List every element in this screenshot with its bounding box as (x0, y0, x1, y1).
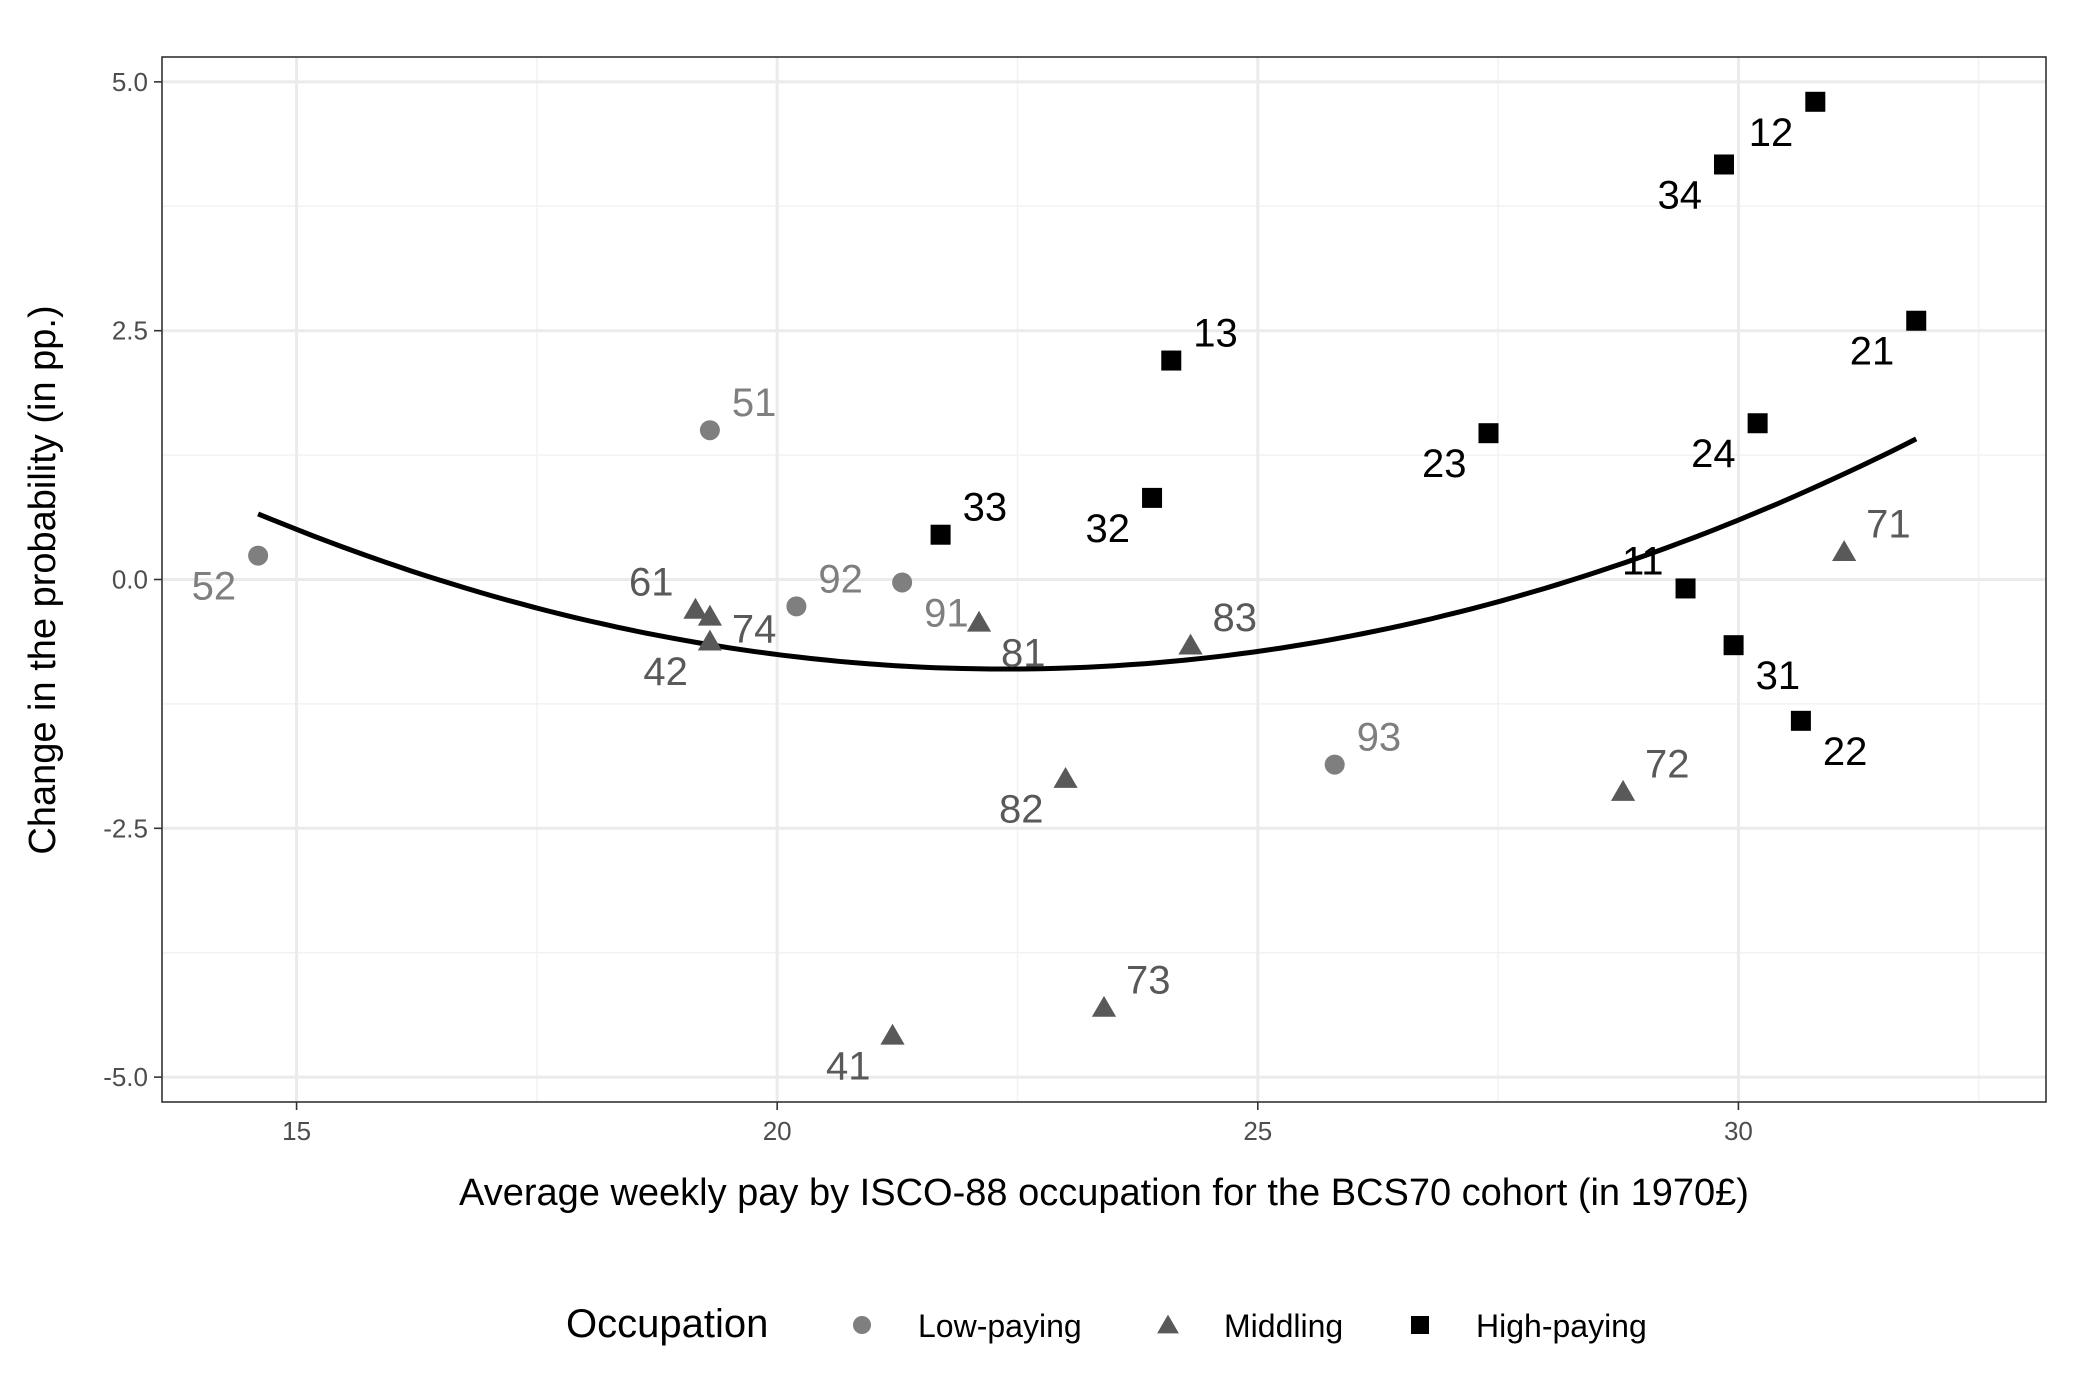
data-point-11 (1675, 578, 1696, 599)
point-label-51: 51 (732, 381, 777, 425)
x-axis-title: Average weekly pay by ISCO-88 occupation… (459, 1172, 1749, 1214)
x-axis: 15 20 25 30 (282, 1102, 1753, 1146)
data-point-72 (1610, 779, 1636, 801)
labels-layer: 52 51 92 91 93 61 74 42 41 81 82 73 83 72 71 33 32 13 23 11… (192, 111, 1911, 1089)
y-tick-label: 2.5 (112, 316, 148, 346)
data-point-32 (1142, 487, 1163, 508)
data-point-82 (1053, 766, 1078, 788)
points-layer (248, 91, 1927, 1045)
point-label-31: 31 (1756, 654, 1801, 698)
point-label-82: 82 (999, 788, 1044, 832)
x-tick-label: 15 (282, 1116, 311, 1146)
fit-layer (257, 436, 1918, 672)
data-point-83 (1178, 633, 1203, 655)
y-axis-title: Change in the probability (in pp.) (22, 305, 64, 854)
data-point-34 (1713, 154, 1734, 175)
data-point-33 (930, 524, 951, 545)
legend-key-square (1411, 1316, 1429, 1334)
point-label-52: 52 (192, 565, 237, 609)
point-label-22: 22 (1823, 730, 1868, 774)
data-point-61 (683, 597, 708, 619)
x-tick-label: 20 (763, 1116, 792, 1146)
point-label-34: 34 (1657, 173, 1702, 217)
point-label-23: 23 (1422, 442, 1467, 486)
point-label-21: 21 (1850, 330, 1895, 374)
point-label-73: 73 (1126, 958, 1171, 1002)
y-axis: 5.0 2.5 0.0 -2.5 -5.0 (103, 67, 162, 1092)
point-label-83: 83 (1213, 596, 1258, 640)
y-tick-label: 5.0 (112, 67, 148, 97)
data-point-91 (892, 572, 913, 593)
point-label-24: 24 (1691, 432, 1736, 476)
fit-curve (257, 436, 1918, 672)
data-point-21 (1906, 310, 1927, 331)
legend-entries: Low-paying Middling High-paying (853, 1308, 1647, 1344)
point-label-93: 93 (1357, 716, 1402, 760)
point-label-12: 12 (1749, 111, 1794, 155)
legend-label: Low-paying (918, 1308, 1082, 1344)
legend-label: Middling (1224, 1308, 1343, 1344)
legend-key-circle (853, 1316, 871, 1334)
y-tick-label: 0.0 (112, 565, 148, 595)
point-label-13: 13 (1193, 312, 1238, 356)
point-label-11: 11 (1622, 539, 1664, 583)
data-point-52 (248, 545, 269, 566)
point-label-92: 92 (818, 557, 863, 601)
legend-key-triangle (1157, 1314, 1179, 1334)
y-tick-label: -5.0 (103, 1062, 148, 1092)
data-point-22 (1790, 710, 1811, 731)
point-label-81: 81 (1001, 631, 1045, 675)
data-point-31 (1723, 635, 1744, 656)
data-point-51 (699, 420, 720, 441)
data-point-23 (1478, 423, 1499, 444)
data-point-71 (1832, 540, 1857, 561)
data-point-74 (697, 604, 722, 626)
legend: Occupation Low-paying Middling High-paying (566, 1302, 1647, 1346)
legend-label: High-paying (1476, 1308, 1647, 1344)
data-point-42 (697, 629, 722, 651)
data-point-41 (880, 1023, 905, 1045)
data-point-93 (1324, 754, 1345, 775)
data-point-73 (1091, 995, 1117, 1017)
point-label-74: 74 (732, 607, 777, 651)
point-label-91: 91 (924, 591, 969, 635)
point-label-33: 33 (963, 486, 1008, 530)
grid-major (162, 57, 2046, 1102)
data-point-12 (1805, 91, 1826, 112)
legend-title: Occupation (566, 1302, 768, 1346)
data-point-92 (786, 596, 807, 617)
point-label-61: 61 (629, 560, 674, 604)
point-label-32: 32 (1086, 507, 1131, 551)
point-label-71: 71 (1866, 503, 1911, 547)
point-label-72: 72 (1645, 742, 1690, 786)
x-tick-label: 25 (1243, 1116, 1272, 1146)
x-tick-label: 30 (1724, 1116, 1753, 1146)
data-point-13 (1161, 350, 1182, 371)
data-point-24 (1747, 413, 1768, 434)
point-label-41: 41 (826, 1044, 871, 1088)
point-label-42: 42 (643, 650, 688, 694)
data-point-81 (966, 610, 992, 632)
y-tick-label: -2.5 (103, 813, 148, 843)
